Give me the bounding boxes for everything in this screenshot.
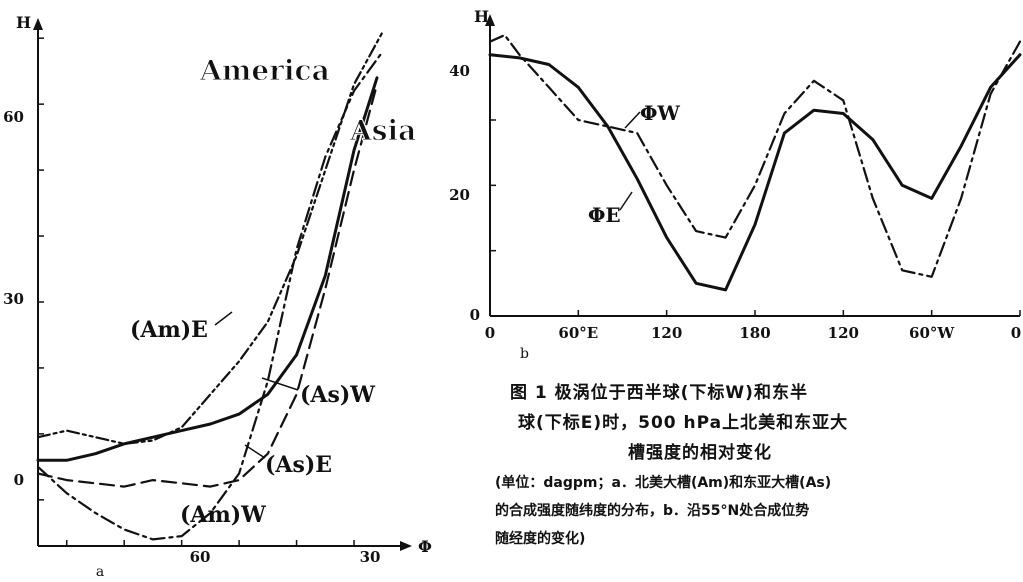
leader-as-e	[244, 444, 266, 459]
panel-a-series-asw	[36, 76, 379, 462]
annotation-america: America	[199, 54, 330, 87]
panel-b: H 40 20 0 0 60°E 120 180 120 60°W 0 ΦW ΦE b	[449, 7, 1022, 362]
panel-a-tick-label-0: 0	[14, 471, 24, 489]
panel-b-tick-label: 60°E	[558, 324, 598, 342]
panel-b-tick-label: 0	[485, 324, 495, 342]
panel-a-label: a	[96, 564, 104, 580]
panel-a-ylabel: H	[16, 13, 31, 32]
panel-b-tick-label-0: 0	[470, 306, 480, 324]
panel-a-y-axis-arrow	[33, 18, 43, 30]
panel-b-y-axis-arrow	[485, 14, 495, 26]
panel-a-xlabel: Φ	[418, 537, 432, 556]
leader-am-e	[214, 311, 233, 326]
panel-a-tick-label-60: 60	[190, 548, 211, 566]
panel-b-tick-label-40: 40	[449, 62, 470, 80]
panel-b-tick-label: 180	[739, 324, 770, 342]
panel-a-tick-label-30: 30	[360, 548, 381, 566]
panel-b-series-φw	[488, 53, 1022, 292]
panel-b-tick-label: 120	[651, 324, 682, 342]
panel-b-tick-label: 0	[1011, 324, 1021, 342]
panel-a-tick-label-60: 60	[3, 108, 24, 126]
panel-b-ylabel: H	[474, 7, 489, 26]
label-as-w: (As)W	[300, 382, 375, 408]
caption-title-line1: 图 1 极涡位于西半球(下标W)和东半	[510, 383, 808, 403]
caption-note-line2: 的合成强度随纬度的分布，b．沿55°N处合成位势	[495, 503, 810, 519]
leader-as-w	[261, 377, 299, 391]
panel-a-series-amw	[36, 50, 384, 541]
panel-a-series-ame	[36, 30, 384, 445]
caption-title-line3: 槽强度的相对变化	[628, 443, 772, 463]
panel-b-tick-label-20: 20	[449, 186, 470, 204]
panel-b-tick-label: 120	[828, 324, 859, 342]
panel-b-label: b	[520, 346, 529, 362]
label-am-e: (Am)E	[130, 317, 208, 343]
panel-b-series-φe	[488, 34, 1022, 278]
leader-phi-e	[619, 191, 633, 211]
label-phi-e: ΦE	[588, 203, 621, 227]
annotation-asia: Asia	[349, 114, 416, 147]
label-phi-w: ΦW	[640, 101, 680, 125]
leader-phi-w	[624, 111, 641, 129]
panel-b-tick-label: 60°W	[909, 324, 955, 342]
caption-title-line2: 球(下标E)时，500 hPa上北美和东亚大	[518, 413, 849, 433]
panel-a-tick-label-30: 30	[3, 290, 24, 308]
caption-note-line1: (单位：dagpm；a．北美大槽(Am)和东亚大槽(As)	[495, 475, 832, 491]
caption-note-line3: 随经度的变化)	[495, 531, 586, 547]
panel-a-series-ase	[36, 83, 379, 488]
panel-a: H Φ 60 30 0 30 60 America Asia (Am)E (As…	[3, 13, 432, 580]
label-am-w: (Am)W	[180, 502, 266, 528]
panel-a-x-axis-arrow	[400, 541, 412, 551]
label-as-e: (As)E	[265, 452, 332, 478]
